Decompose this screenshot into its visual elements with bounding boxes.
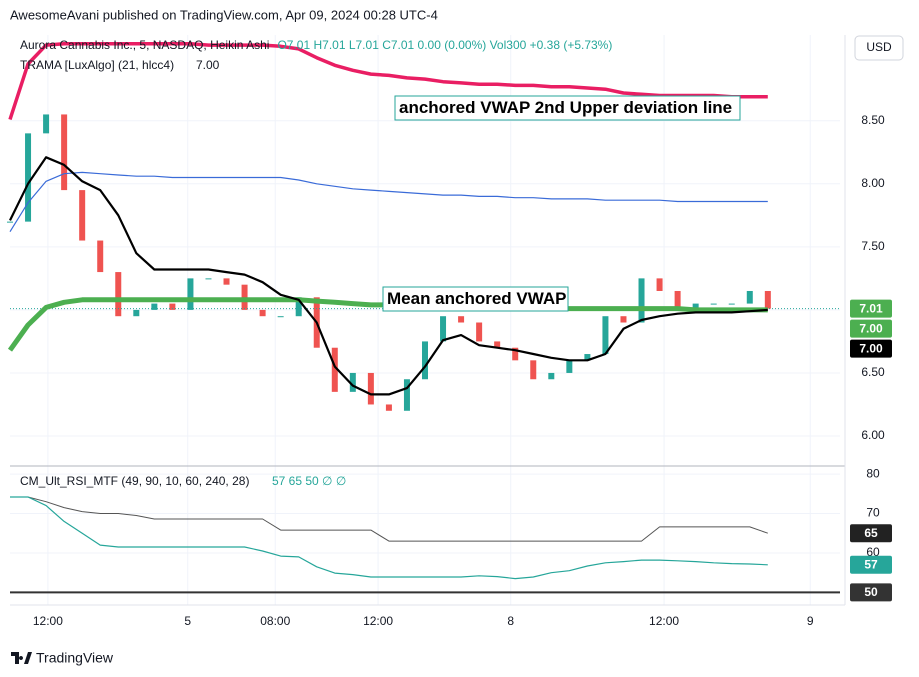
- series-line: [9, 156, 768, 396]
- candle: [295, 297, 302, 317]
- x-tick-label: 12:00: [363, 614, 393, 628]
- x-tick-label: 12:00: [33, 614, 63, 628]
- candle: [548, 372, 555, 380]
- candle: [151, 303, 158, 310]
- x-tick-label: 8: [507, 614, 514, 628]
- y-tick-label: 6.50: [861, 365, 885, 379]
- candle: [620, 316, 627, 323]
- candle: [764, 290, 771, 309]
- candle: [512, 347, 519, 361]
- candle: [187, 278, 194, 310]
- last-value-tag: [850, 339, 892, 358]
- candle: [385, 404, 392, 411]
- last-value-label: 7.01: [859, 301, 883, 315]
- last-value-label: 50: [864, 585, 878, 599]
- candle: [241, 284, 248, 310]
- candle: [458, 316, 465, 323]
- annotation-box: [394, 95, 741, 121]
- candle: [367, 372, 374, 405]
- y-tick-label: 7.50: [861, 239, 885, 253]
- x-tick-label: 12:00: [649, 614, 679, 628]
- candle: [602, 316, 609, 355]
- annotation: anchored VWAP 2nd Upper deviation line: [399, 98, 732, 117]
- trama-legend: TRAMA [LuxAlgo] (21, hlcc4): [20, 58, 174, 72]
- x-tick-label: 9: [807, 614, 814, 628]
- last-value-label: 65: [864, 526, 878, 540]
- series-line: [9, 171, 768, 233]
- candle: [169, 303, 176, 310]
- last-value-label: 7.00: [859, 321, 883, 335]
- rsi-legend-values: 57 65 50 ∅ ∅: [272, 474, 346, 488]
- candle: [656, 278, 663, 291]
- candle: [494, 341, 501, 348]
- candle: [25, 133, 32, 222]
- candle: [746, 290, 753, 304]
- annotation-box: [382, 286, 569, 312]
- x-tick-label: 5: [184, 614, 191, 628]
- candle: [277, 316, 284, 318]
- candle: [728, 303, 735, 305]
- candle: [440, 316, 447, 342]
- candle: [710, 303, 717, 305]
- candle: [566, 360, 573, 373]
- y-tick-label: 70: [866, 506, 880, 520]
- y-tick-label: 6.00: [861, 428, 885, 442]
- last-value-label: 57: [864, 557, 878, 571]
- candle: [403, 379, 410, 411]
- annotation: Mean anchored VWAP: [387, 289, 566, 308]
- candle: [7, 221, 13, 223]
- series-line: [10, 496, 768, 542]
- last-value-tag: [850, 524, 892, 543]
- main-legend-title: Aurora Cannabis Inc., 5, NASDAQ, Heikin …: [20, 38, 269, 52]
- last-value-tag: [850, 555, 892, 574]
- last-value-label: 7.00: [859, 341, 883, 355]
- y-tick-label: 8.50: [861, 113, 885, 127]
- rsi-legend-title: CM_Ult_RSI_MTF (49, 90, 10, 60, 240, 28): [20, 474, 249, 488]
- candle: [61, 114, 68, 191]
- candle: [476, 322, 483, 342]
- last-value-tag: [850, 583, 892, 602]
- candle: [205, 278, 212, 280]
- y-tick-label: 80: [866, 466, 880, 480]
- candle: [674, 290, 681, 310]
- annotations: anchored VWAP 2nd Upper deviation line M…: [382, 95, 741, 312]
- ohlc-values: O7.01 H7.01 L7.01 C7.01 0.00 (0.00%) Vol…: [277, 38, 612, 52]
- currency-button[interactable]: [854, 35, 904, 61]
- candle: [331, 347, 338, 392]
- brand-logo: [11, 652, 32, 664]
- candle: [133, 309, 140, 317]
- currency[interactable]: USD: [866, 40, 892, 54]
- last-value-tag: [850, 319, 892, 338]
- candle: [223, 278, 230, 285]
- candle: [43, 114, 50, 134]
- candle: [97, 240, 104, 273]
- candle: [79, 190, 86, 241]
- y-tick-label: 60: [866, 545, 880, 559]
- candle: [638, 278, 645, 323]
- trama-legend-value: 7.00: [196, 58, 220, 72]
- candle: [115, 272, 122, 317]
- brand: TradingView: [36, 650, 114, 666]
- candle: [259, 309, 266, 317]
- last-value-tag: [850, 299, 892, 318]
- x-tick-label: 08:00: [260, 614, 290, 628]
- y-tick-label: 8.00: [861, 176, 885, 190]
- series-line: [10, 496, 768, 580]
- candle: [692, 303, 699, 310]
- candle: [422, 341, 428, 380]
- candle: [584, 354, 591, 361]
- candle: [349, 372, 356, 392]
- published-note: AwesomeAvani published on TradingView.co…: [10, 7, 438, 22]
- candle: [530, 360, 537, 380]
- series-line: [8, 42, 768, 121]
